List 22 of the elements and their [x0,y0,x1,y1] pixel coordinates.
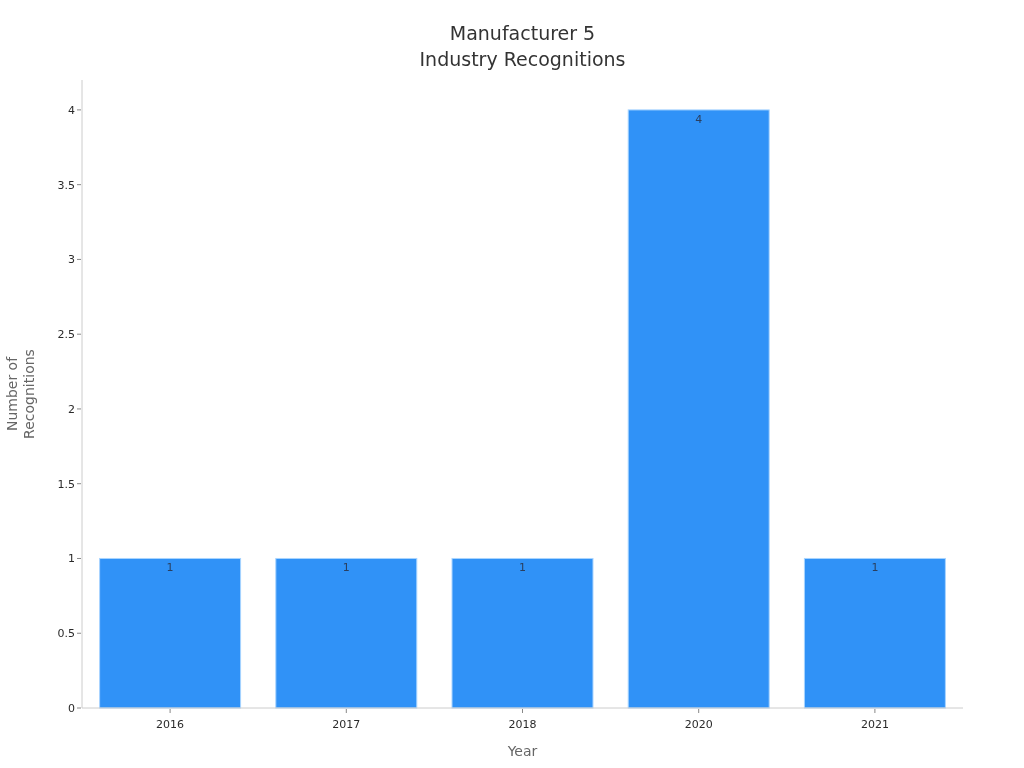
y-tick-label: 2 [68,402,75,416]
x-tick-label: 2021 [860,718,889,731]
data-label: 1 [519,561,526,575]
y-tick-label: 0.5 [57,627,75,641]
x-tick-label: 2020 [684,718,713,731]
y-tick-label: 3 [68,253,75,267]
x-tick-label: 2018 [508,718,537,731]
y-tick-label: 1.5 [57,477,75,491]
y-tick-label: 3.5 [57,178,75,192]
data-label: 1 [342,561,350,575]
y-tick-label: 1 [68,552,75,566]
y-tick-label: 0 [68,701,75,715]
y-tick-label: 4 [68,103,75,117]
data-label: 1 [871,561,879,575]
y-tick-label: 2.5 [57,328,75,342]
x-tick-label: 2016 [156,718,185,731]
data-label: 4 [695,112,703,126]
chart-title: Manufacturer 5 Industry Recognitions [419,22,626,70]
data-label: 1 [166,561,174,575]
x-tick-label: 2017 [332,718,361,731]
x-axis-title: Year [506,743,538,759]
y-axis-title: Number of Recognitions [3,349,37,439]
